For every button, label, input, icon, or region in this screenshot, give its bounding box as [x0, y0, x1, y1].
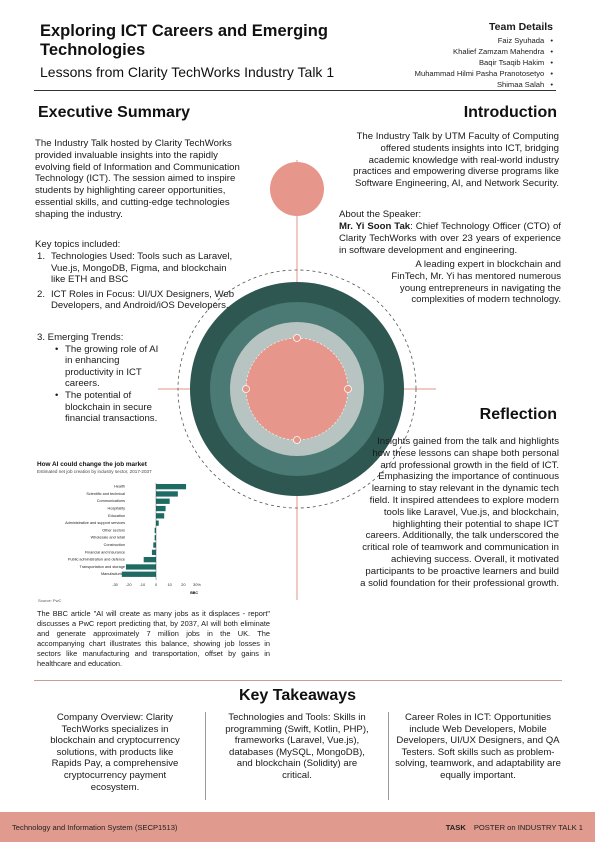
- key-takeaways-heading: Key Takeaways: [238, 687, 357, 704]
- chart-category-label: Wholesale and retail: [91, 536, 126, 540]
- introduction-heading: Introduction: [463, 104, 557, 121]
- team-member: Baqir Tsaqib Hakim: [415, 57, 553, 68]
- chart-tick-label: 20: [181, 582, 186, 587]
- chart-category-label: Manufacturing: [101, 572, 125, 576]
- chart-tick-label: -20: [126, 582, 133, 587]
- trends-list: The growing role of AI in enhancing prod…: [55, 344, 177, 425]
- topics-heading: Key topics included:: [35, 239, 121, 250]
- chart-category-label: Communications: [97, 499, 125, 503]
- chart-bar: [125, 564, 156, 570]
- team-member: Shimaa Salah: [415, 79, 553, 90]
- topic-item: 1. Technologies Used: Tools such as Larav…: [37, 251, 233, 286]
- trend-item: The potential of blockchain in secure fi…: [55, 390, 165, 425]
- dashed-orbit-ring: [177, 269, 417, 509]
- reflection-heading: Reflection: [479, 406, 557, 423]
- executive-summary-heading: Executive Summary: [38, 104, 191, 121]
- chart-bar: [143, 557, 156, 563]
- team-member: Faiz Syuhada: [415, 35, 553, 46]
- chart-bar: [156, 505, 166, 512]
- chart-bar: [156, 498, 170, 504]
- chart-category-label: Transportation and storage: [80, 565, 125, 569]
- chart-category-label: Financial and insurance: [85, 550, 125, 554]
- section-divider: [34, 680, 562, 681]
- footer-bar: Technology and Information System (SECP1…: [0, 812, 595, 842]
- team-details: Team Details Faiz Syuhada Khalief Zamzam…: [415, 21, 553, 90]
- chart-category-label: Construction: [104, 543, 125, 547]
- takeaway-company-overview: Company Overview: Clarity TechWorks spec…: [50, 712, 180, 793]
- topic-item: 2. ICT Roles in Focus: UI/UX Designers, W…: [37, 288, 235, 312]
- chart-tick-label: 30%: [193, 582, 201, 587]
- chart-bar: [156, 491, 178, 497]
- chart-bar: [153, 542, 156, 548]
- poster-title: Exploring ICT Careers and Emerging Techn…: [40, 22, 328, 59]
- chart-bar: [154, 527, 156, 534]
- node-dot: [293, 334, 301, 342]
- takeaway-technologies: Technologies and Tools: Skills in progra…: [225, 712, 369, 781]
- chart-tick-label: -30: [112, 582, 119, 587]
- chart-bar: [156, 513, 165, 519]
- team-member: Khalief Zamzam Mahendra: [415, 46, 553, 57]
- chart-bar: [121, 571, 156, 577]
- speaker-label: About the Speaker:: [339, 209, 422, 220]
- speaker-description: Mr. Yi Soon Tak: Chief Technology Office…: [339, 221, 561, 256]
- chart-brand: BBC: [190, 591, 198, 595]
- chart-tick-label: -10: [139, 582, 146, 587]
- chart-category-label: Hospitality: [107, 507, 125, 511]
- trends-heading: 3. Emerging Trends:: [37, 332, 124, 343]
- course-label: Technology and Information System (SECP1…: [12, 823, 178, 832]
- chart-tick-label: 0: [155, 582, 158, 587]
- chart-category-label: Health: [114, 485, 125, 489]
- chart-bar: [151, 549, 156, 555]
- chart-source: Source: PwC: [38, 598, 62, 603]
- node-dot: [242, 385, 250, 393]
- header-divider: [34, 90, 556, 91]
- takeaway-career-roles: Career Roles in ICT: Opportunities inclu…: [395, 712, 561, 781]
- chart-bar: [156, 484, 187, 490]
- chart-plot: Health Scientific and technical Communicat…: [65, 483, 201, 587]
- trend-item: The growing role of AI in enhancing prod…: [55, 344, 165, 390]
- task-label: TASK POSTER on INDUSTRY TALK 1: [445, 823, 583, 832]
- chart-bar: [154, 535, 156, 541]
- chart-tick-label: 10: [167, 582, 172, 587]
- team-member: Muhammad Hilmi Pasha Pranotosetyo: [415, 68, 553, 79]
- topics-list: 1. Technologies Used: Tools such as Larav…: [37, 251, 237, 315]
- executive-summary-text: The Industry Talk hosted by Clarity Tech…: [35, 138, 240, 220]
- chart-title: How AI could change the job market: [37, 461, 147, 468]
- speaker-name: Mr. Yi Soon Tak: [339, 221, 411, 232]
- team-heading: Team Details: [489, 21, 553, 33]
- poster-subtitle: Lessons from Clarity TechWorks Industry …: [40, 64, 335, 80]
- node-dot: [293, 436, 301, 444]
- top-accent-circle: [270, 162, 324, 216]
- chart-category-label: Administrative and support services: [65, 521, 125, 525]
- column-divider: [205, 712, 206, 800]
- ai-jobs-chart: How AI could change the job market Estim…: [37, 461, 201, 607]
- bbc-article-text: The BBC article "AI will create as many …: [37, 609, 270, 668]
- chart-category-label: Education: [108, 514, 125, 518]
- chart-category-label: Other sectors: [102, 528, 125, 532]
- introduction-text: The Industry Talk by UTM Faculty of Comp…: [353, 131, 559, 190]
- chart-bar: [156, 520, 159, 526]
- reflection-text: Insights gained from the talk and highli…: [360, 436, 559, 589]
- emerging-trends: 3. Emerging Trends: The growing role of …: [37, 332, 177, 425]
- column-divider: [388, 712, 389, 800]
- speaker-expertise: A leading expert in blockchain and FinTe…: [391, 259, 561, 306]
- node-dot: [344, 385, 352, 393]
- chart-category-label: Scientific and technical: [86, 492, 125, 496]
- team-list: Faiz Syuhada Khalief Zamzam Mahendra Baq…: [415, 35, 553, 90]
- chart-category-label: Public administration and defence: [68, 558, 125, 562]
- chart-subtitle: Estimated net job creation by industry s…: [37, 469, 152, 474]
